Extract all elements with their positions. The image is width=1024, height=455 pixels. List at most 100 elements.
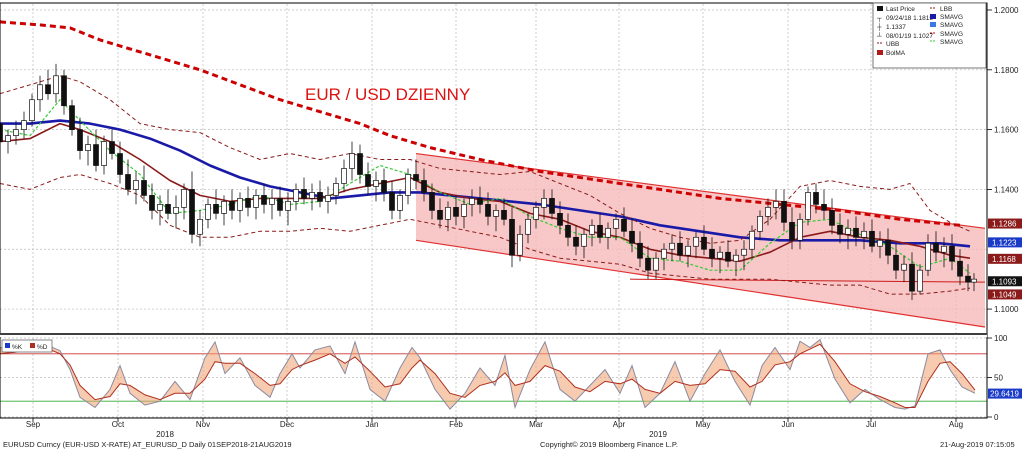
oscillator-axis-label: 0 [994,413,999,422]
candle-body-down [645,257,651,271]
candle-body-up [197,218,203,235]
candle-body-up [917,269,923,292]
candle-body-down [77,129,83,151]
series-sma-long [0,20,961,227]
candle-body-down [277,198,283,211]
legend-low: 08/01/19 1.1027 [886,33,933,40]
candle-body-down [957,260,963,277]
candle-body-down [245,198,251,208]
month-label: Apr [613,420,626,429]
candle-body-down [893,254,899,271]
oscillator-legend-frame [1,339,53,353]
candle-body-up [693,236,699,247]
legend-swatch-smavg-2 [930,22,936,27]
candle-body-up [13,129,19,136]
candle-body-down [413,174,419,181]
month-label: Jun [782,420,795,429]
candle-body-up [397,195,403,211]
candle-body-up [773,201,779,208]
legend-swatch-k [5,343,10,348]
candle-body-up [157,204,163,211]
candle-body-up [533,207,539,220]
candle-body-up [581,233,587,247]
candle-body-down [853,227,859,238]
footer-source: EURUSD Curncy (EUR-USD X-RATE) AT_EURUSD… [3,440,292,449]
legend-swatch-smavg-1 [930,14,936,19]
legend-low-glyph: ┴ [876,32,882,40]
candle-body-down [557,213,563,226]
candle-body-up [373,180,379,187]
oscillator-value-tag [988,388,1022,399]
oscillator-axis: 100 50 0 [987,334,1008,422]
candle-body-up [765,207,771,217]
candle-body-up [237,198,243,211]
candle-body-up [21,120,27,130]
month-label: Jan [366,420,379,429]
month-label: Aug [949,420,963,429]
series-bollinger-ma [0,122,971,262]
candle-body-up [309,192,315,199]
candle-body-up [925,242,931,271]
candle-body-up [797,218,803,241]
candle-body-down [301,189,307,199]
candle-body-down [885,239,891,256]
series-percent-d [0,343,976,408]
candle-body-up [661,248,667,259]
candle-body-down [629,230,635,244]
candle-body-down [725,251,731,262]
candle-body-up [461,204,467,217]
candle-body-up [749,230,755,250]
candle-body-down [909,263,915,292]
candle-body-down [229,201,235,211]
candle-body-down [189,189,195,235]
legend-ubb: UBB [886,41,899,48]
legend-average: 1.1337 [886,24,906,31]
legend-swatch-bolma [877,50,883,55]
candle-body-down [429,192,435,211]
candle-body-down [477,198,483,205]
candle-body-up [285,201,291,211]
candle-body-down [821,204,827,211]
candle-body-up [221,201,227,214]
candle-body-down [565,224,571,238]
candle-body-up [333,183,339,196]
candle-body-up [253,195,259,208]
candles [0,63,977,301]
month-label: Feb [449,420,463,429]
legend-high: 09/24/18 1.1815 [886,15,933,22]
candle-body-up [445,207,451,220]
price-series [0,20,971,295]
legend-smavg-3: SMAVG [940,31,963,38]
candle-body-up [525,218,531,235]
candle-body-down [45,84,51,95]
candle-body-up [653,257,659,271]
candle-body-down [829,210,835,226]
candle-body-down [149,195,155,211]
candle-body-up [877,239,883,247]
candle-body-down [597,224,603,238]
candle-body-down [949,245,955,262]
candle-body-up [85,144,91,151]
candle-body-up [29,99,35,121]
price-value-tag [988,237,1022,248]
candle-body-down [701,236,707,250]
candle-body-up [845,227,851,235]
candle-body-down [261,195,267,205]
candle-body-up [757,216,763,232]
month-label: Dec [280,420,294,429]
price-value-tag-label: 1.1168 [992,255,1016,264]
oscillator-series [0,338,976,410]
footer-copyright: Copyright© 2019 Bloomberg Finance L.P. [540,440,678,449]
candle-body-up [5,135,11,142]
price-value-tag [988,218,1022,229]
price-value-tag-label: 1.1286 [992,220,1017,229]
month-label: Jul [866,420,876,429]
candle-body-up [971,278,977,283]
candle-body-down [789,221,795,241]
candle-body-down [837,224,843,235]
candle-body-up [805,192,811,220]
month-label: Mar [529,420,543,429]
price-axis-label: 1.1600 [994,126,1019,135]
